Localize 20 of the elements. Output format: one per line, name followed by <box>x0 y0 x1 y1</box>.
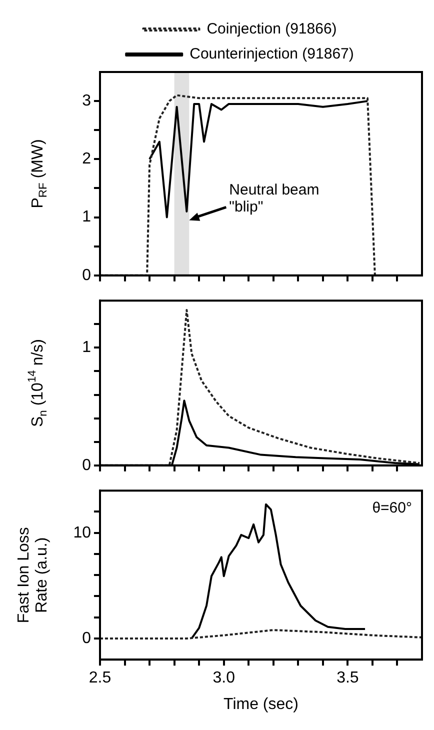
legend-label: Counterinjection (91867) <box>190 46 354 63</box>
y-tick-label: 0 <box>82 456 92 474</box>
x-tick-label: 3.0 <box>212 670 236 687</box>
y-tick-label: 2 <box>82 150 92 168</box>
line-series <box>100 629 422 640</box>
legend-label: Coinjection (91866) <box>206 20 337 38</box>
y-axis-title: Sn (1014 n/s) <box>26 338 50 428</box>
annotation: Neutral beam "blip" <box>229 181 320 216</box>
y-tick-label: 0 <box>82 266 92 284</box>
y-tick-label: 10 <box>73 524 92 542</box>
y-axis-title: PRF (MW) <box>29 139 50 208</box>
annotation: θ=60° <box>372 500 412 517</box>
x-tick-label: 2.5 <box>88 670 112 687</box>
y-tick-label: 3 <box>82 92 92 110</box>
x-axis-title: Time (sec) <box>224 696 298 713</box>
y-tick-label: 1 <box>82 208 92 226</box>
x-tick-label: 3.5 <box>336 670 359 687</box>
y-tick-label: 0 <box>82 630 92 647</box>
y-tick-label: 1 <box>82 339 92 356</box>
y-axis-title: Fast Ion Loss Rate (a.u.) <box>15 527 50 624</box>
